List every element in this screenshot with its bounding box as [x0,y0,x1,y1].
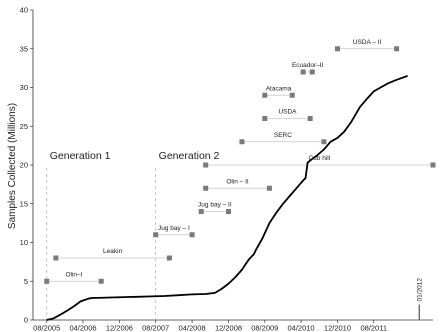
event-start-marker [262,92,268,98]
event-label: SERC [274,132,292,139]
event-start-marker [198,209,204,214]
event-end-marker [321,139,327,145]
y-tick-label: 40 [20,6,28,15]
series-lines [46,75,408,321]
event-label: Jug bay – II [198,202,232,209]
event-label: Olin–I [65,271,82,278]
event-label: Cub hill [308,155,330,162]
x-tick-label: 12/2010 [324,324,351,332]
event-end-marker [307,116,313,121]
event-label: USDA – II [353,39,382,46]
generation-guides: Generation 1 Generation 2 [46,150,220,320]
x-tick-label: 08/2007 [142,324,169,332]
event-end-marker [289,92,295,98]
x-tick-label: 04/2006 [69,324,96,332]
x-tick-label: 12/2008 [215,324,242,332]
event-label: USDA [278,109,297,116]
event-end-marker [98,278,104,284]
y-tick-label: 0 [24,316,28,325]
event-label: Ecuador–II [292,62,324,69]
event-label: Olin – II [226,178,249,185]
x-tick-label: 12/2006 [106,324,133,332]
y-tick-label: 25 [20,122,28,131]
event-start-marker [44,278,50,284]
y-tick-label: 35 [20,44,28,53]
event-end-marker [226,209,232,214]
y-tick-label: 20 [20,161,28,170]
event-end-marker [266,185,272,191]
marker-label: 01/2012 [416,278,423,302]
event-start-marker [203,185,209,191]
event-start-marker [262,116,268,121]
y-tick-label: 30 [20,83,28,92]
event-start-marker [300,69,306,75]
event-label: Atacama [266,85,292,92]
event-end-marker [394,46,400,52]
y-tick-label: 15 [20,199,28,208]
event-start-marker [203,162,209,168]
generation-label: Generation 2 [159,150,220,162]
date-marker: 01/2012 [416,278,423,320]
event-label: Leakin [103,248,123,255]
y-tick-label: 10 [20,238,28,247]
x-tick-label: 08/2009 [251,324,278,332]
x-tick-label: 04/2008 [179,324,206,332]
event-end-marker [189,232,195,238]
event-label: Jug bay – I [158,225,190,232]
x-tick-label: 08/2005 [33,324,60,332]
event-start-marker [334,46,340,52]
event-start-marker [239,139,245,145]
series-line [46,75,408,321]
chart-axes: 0 5 10 15 20 25 30 35 40 08/2005 04/2006 12/2006 08/… [20,6,433,332]
x-tick-label: 08/2011 [360,324,387,332]
x-tick-label: 04/2010 [287,324,314,332]
generation-label: Generation 1 [50,150,111,162]
event-start-marker [153,232,159,238]
event-end-marker [430,162,436,168]
y-tick-label: 5 [24,277,28,286]
y-axis-label: Samples Collected (Millions) [7,103,18,229]
deployment-events: Olin–I Leakin Jug bay – I Jug bay – II Olin … [44,39,436,284]
event-end-marker [166,255,172,261]
event-end-marker [309,69,315,75]
event-start-marker [53,255,59,261]
